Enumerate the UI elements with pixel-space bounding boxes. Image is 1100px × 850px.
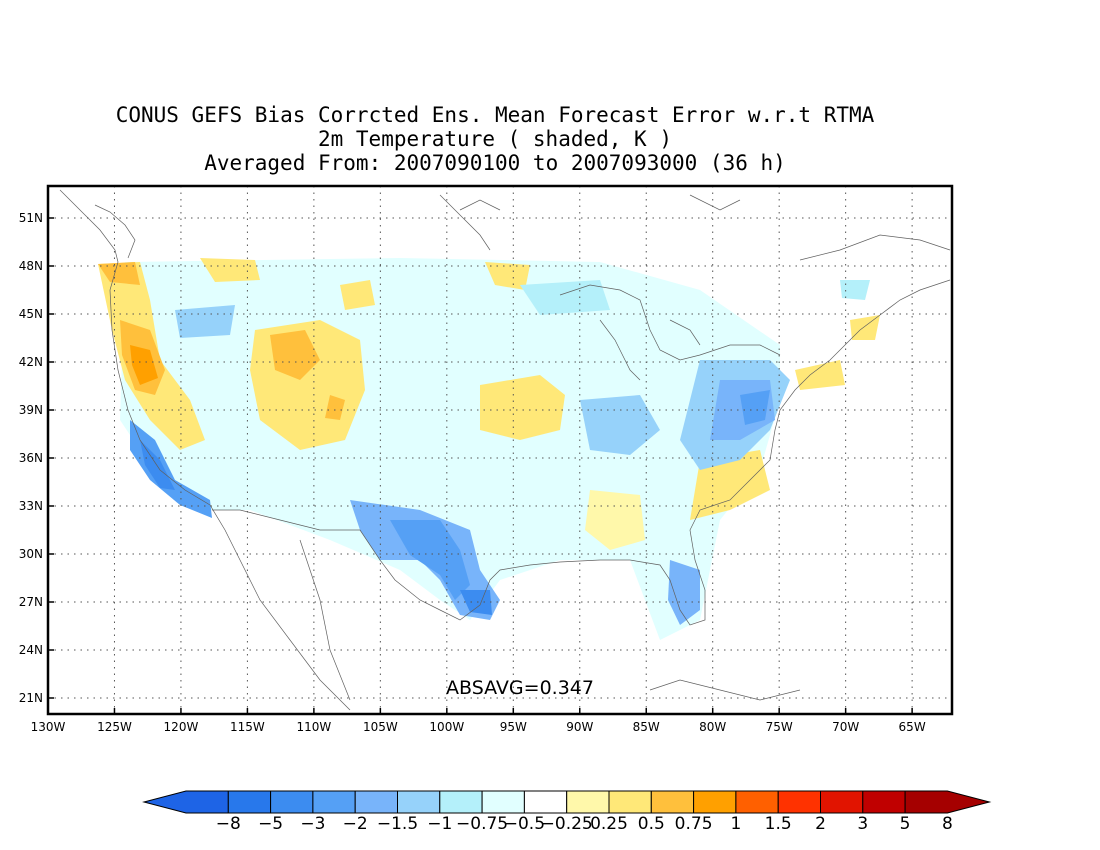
latitude-tick-label: 24N <box>19 643 43 657</box>
colorbar-label: 1 <box>730 814 741 834</box>
colorbar-label: 0.75 <box>675 814 713 834</box>
longitude-tick-label: 115W <box>230 720 265 734</box>
map-title-line-2: 2m Temperature ( shaded, K ) <box>317 127 672 151</box>
colorbar-label: −1.5 <box>377 814 418 834</box>
map-title-line-3: Averaged From: 2007090100 to 2007093000 … <box>204 151 786 175</box>
colorbar-swatch <box>862 790 906 814</box>
colorbar-label: −3 <box>300 814 325 834</box>
colorbar-label: −5 <box>258 814 283 834</box>
coastlines <box>59 189 951 711</box>
longitude-tick-label: 105W <box>363 720 398 734</box>
longitude-tick-label: 110W <box>296 720 331 734</box>
colorbar-arrow-low <box>142 790 229 814</box>
colorbar-swatch <box>693 790 737 814</box>
colorbar-label: 3 <box>857 814 868 834</box>
colorbar-swatch <box>312 790 356 814</box>
longitude-tick-label: 70W <box>832 720 859 734</box>
colorbar-swatch <box>777 790 821 814</box>
colorbar-label: −8 <box>216 814 241 834</box>
colorbar-label: −2 <box>343 814 368 834</box>
longitude-tick-label: 65W <box>899 720 926 734</box>
colorbar-swatch <box>735 790 779 814</box>
latitude-tick-label: 36N <box>19 451 43 465</box>
colorbar-label: 5 <box>900 814 911 834</box>
longitude-tick-label: 130W <box>31 720 66 734</box>
colorbar-label: 2 <box>815 814 826 834</box>
colorbar-swatch <box>439 790 483 814</box>
map-title-line-1: CONUS GEFS Bias Corrcted Ens. Mean Forec… <box>115 103 875 127</box>
latitude-tick-label: 48N <box>19 259 43 273</box>
colorbar-swatch <box>820 790 864 814</box>
longitude-tick-label: 75W <box>766 720 793 734</box>
latitude-tick-label: 33N <box>19 499 43 513</box>
longitude-tick-label: 80W <box>699 720 726 734</box>
latitude-tick-label: 51N <box>19 211 43 225</box>
longitude-tick-label: 90W <box>566 720 593 734</box>
colorbar: −8 −5 −3 −2 −1.5 −1 −0.75−0.5−0.250.25 0.5 0.75 1… <box>142 790 992 834</box>
colorbar-swatch <box>227 790 272 814</box>
colorbar-swatch <box>523 790 568 814</box>
map-frame <box>46 184 954 716</box>
colorbar-swatch <box>650 790 695 814</box>
longitude-tick-label: 120W <box>164 720 199 734</box>
longitude-tick-label: 95W <box>500 720 527 734</box>
latitude-tick-label: 39N <box>19 403 43 417</box>
longitude-tick-label: 125W <box>97 720 132 734</box>
colorbar-label: −0.25 <box>541 814 593 834</box>
colorbar-swatch <box>354 790 398 814</box>
colorbar-arrow-high <box>904 790 992 814</box>
latitude-tick-label: 30N <box>19 547 43 561</box>
colorbar-label: 8 <box>942 814 953 834</box>
latitude-tick-label: 42N <box>19 355 43 369</box>
colorbar-swatch <box>608 790 652 814</box>
colorbar-swatch <box>566 790 610 814</box>
colorbar-label: 0.25 <box>590 814 628 834</box>
latitude-tick-label: 45N <box>19 307 43 321</box>
latitude-tick-labels: 21N 24N 27N 30N 33N 36N 39N 42N 45N 48N 51N <box>19 211 54 705</box>
map-gridlines <box>48 186 952 714</box>
longitude-tick-label: 85W <box>633 720 660 734</box>
latitude-tick-label: 21N <box>19 691 43 705</box>
colorbar-label: −0.5 <box>504 814 545 834</box>
colorbar-label: 1.5 <box>765 814 792 834</box>
latitude-tick-label: 27N <box>19 595 43 609</box>
colorbar-label: −1 <box>427 814 452 834</box>
colorbar-swatch <box>481 790 525 814</box>
colorbar-swatch <box>397 790 441 814</box>
longitude-tick-labels: 130W 125W 120W 115W 110W 105W 100W 95W 90W 85W 80W… <box>31 708 926 734</box>
colorbar-label: −0.75 <box>456 814 508 834</box>
colorbar-label: 0.5 <box>638 814 665 834</box>
absavg-annotation: ABSAVG=0.347 <box>446 677 594 699</box>
longitude-tick-label: 100W <box>429 720 464 734</box>
colorbar-swatch <box>270 790 314 814</box>
